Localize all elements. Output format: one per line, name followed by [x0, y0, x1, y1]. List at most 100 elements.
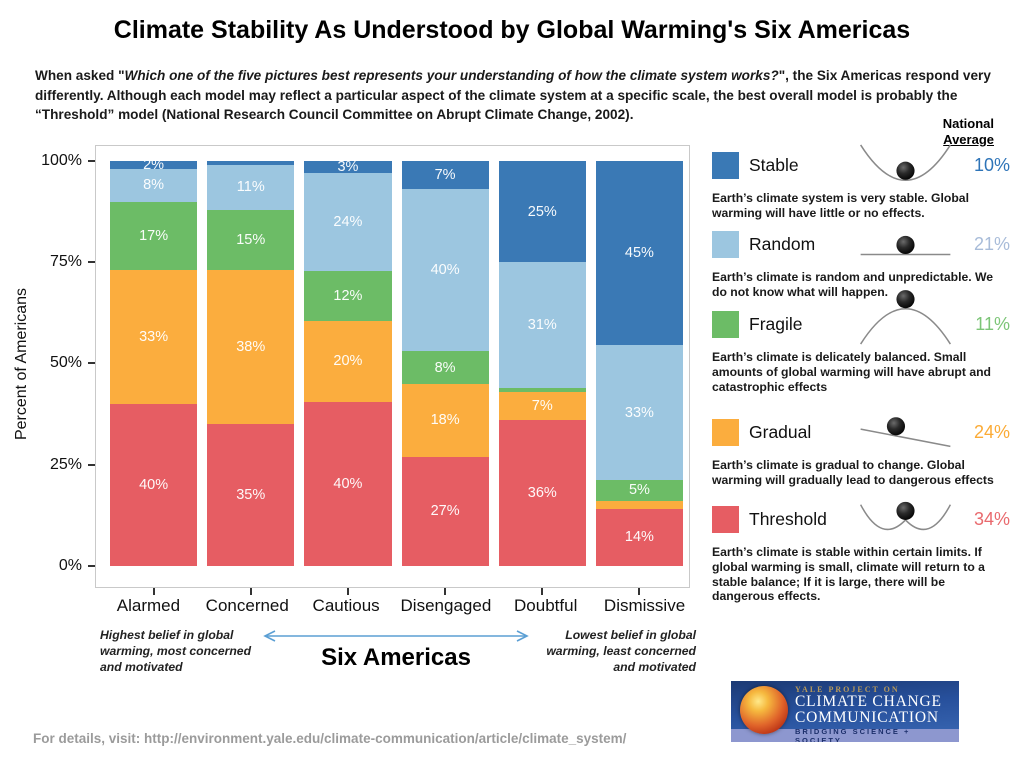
- bar-doubtful: 36% 7% 31% 25%: [498, 161, 586, 566]
- legend-items: Stable 10% Earth’s climate system is very …: [712, 141, 1010, 604]
- x-labels: Alarmed Concerned Cautious Disengaged Doubtf…: [104, 596, 689, 616]
- y-tick-label-0: 0%: [58, 557, 82, 574]
- segment-threshold-cautious: 40%: [304, 402, 392, 566]
- legend-item-fragile: Fragile 11% Earth’s climate is delicately …: [712, 290, 1010, 394]
- segment-value-label: 27%: [430, 503, 460, 520]
- segment-value-label: 15%: [236, 231, 266, 248]
- x-axis-title: Six Americas: [321, 644, 471, 671]
- annotation-right: Lowest belief in global warming, least c…: [546, 628, 696, 674]
- y-tick-label-25: 25%: [49, 456, 82, 473]
- legend-swatch-gradual: [712, 418, 739, 446]
- national-average-value-fragile: 11%: [975, 313, 1010, 334]
- segment-threshold-disengaged: 27%: [401, 456, 489, 566]
- segment-fragile-concerned: 15%: [207, 209, 295, 271]
- footer-url: For details, visit: http://environment.y…: [33, 731, 627, 746]
- segment-value-label: 40%: [333, 476, 363, 493]
- segment-gradual-alarmed: 33%: [110, 270, 198, 404]
- logo-tagline: BRIDGING SCIENCE + SOCIETY: [731, 727, 959, 742]
- segment-stable-dismissive: 45%: [595, 161, 684, 346]
- category-label-cautious: Cautious: [312, 596, 380, 615]
- x-tick-mark: [152, 588, 155, 595]
- segment-fragile-disengaged: 8%: [401, 351, 489, 384]
- logo-line1: YALE PROJECT ON: [795, 685, 900, 694]
- segment-value-label: 36%: [527, 485, 557, 502]
- y-tick-label-75: 75%: [49, 253, 82, 270]
- logo-text: YALE PROJECT ON CLIMATE CHANGE COMMUNICA…: [795, 685, 942, 725]
- legend-head-stable: Stable 10%: [712, 141, 1010, 189]
- flat-curve-icon: [853, 220, 958, 268]
- segment-value-label: 3%: [337, 159, 359, 176]
- segment-value-label: 12%: [333, 288, 363, 305]
- slope-curve-icon: [853, 408, 958, 456]
- segment-stable-doubtful: 25%: [498, 161, 586, 263]
- legend-label-fragile: Fragile: [749, 313, 803, 334]
- legend-description-random: Earth’s climate is random and unpredicta…: [712, 270, 994, 299]
- segment-value-label: 35%: [236, 487, 266, 504]
- hill-curve-icon: [853, 290, 958, 348]
- national-average-value-threshold: 34%: [973, 508, 1010, 529]
- legend-description-stable: Earth’s climate system is very stable. G…: [712, 191, 969, 220]
- legend-item-random: Random 21% Earth’s climate is random and u…: [712, 220, 1010, 299]
- segment-value-label: 38%: [236, 339, 266, 356]
- segment-fragile-alarmed: 17%: [110, 201, 198, 271]
- x-tick-mark: [638, 588, 641, 595]
- y-tick-label-100: 100%: [41, 152, 82, 169]
- y-tick-mark: [88, 362, 96, 364]
- bar-disengaged: 27% 18% 8% 40% 7%: [401, 161, 489, 566]
- legend-swatch-threshold: [712, 505, 739, 533]
- legend-description-threshold: Earth’s climate is stable within certain…: [712, 545, 985, 604]
- six-americas-arrow: [256, 628, 536, 644]
- annotation-left: Highest belief in global warming, most c…: [100, 628, 252, 674]
- x-tick-mark: [249, 588, 252, 595]
- segment-random-dismissive: 33%: [595, 345, 684, 481]
- segment-gradual-doubtful: 7%: [498, 391, 586, 421]
- segment-value-label: 5%: [628, 482, 650, 499]
- bar-concerned: 35% 38% 15% 11%: [207, 161, 295, 566]
- segment-value-label: 8%: [434, 359, 456, 376]
- segment-value-label: 7%: [434, 167, 456, 184]
- legend-label-random: Random: [749, 233, 816, 254]
- segment-gradual-disengaged: 18%: [401, 383, 489, 457]
- national-average-line1: National: [942, 116, 994, 131]
- legend-label-threshold: Threshold: [749, 508, 827, 529]
- national-average-value-random: 21%: [973, 233, 1010, 254]
- segment-gradual-dismissive: [595, 500, 684, 509]
- legend-description-fragile: Earth’s climate is delicately balanced. …: [712, 350, 991, 394]
- legend-item-gradual: Gradual 24% Earth’s climate is gradual to …: [712, 408, 1010, 487]
- y-tick-mark: [88, 565, 96, 567]
- national-average-line2: Average: [943, 131, 994, 147]
- segment-value-label: 40%: [139, 477, 169, 493]
- x-tick-marks: [110, 588, 683, 595]
- page-title: Climate Stability As Understood by Globa…: [113, 16, 911, 44]
- legend-head-random: Random 21%: [712, 220, 1010, 268]
- y-tick-mark: [88, 464, 96, 466]
- segment-threshold-concerned: 35%: [207, 424, 295, 566]
- segment-value-label: 24%: [333, 214, 363, 231]
- category-label-disengaged: Disengaged: [400, 596, 492, 615]
- valley-curve-icon: [853, 141, 958, 189]
- legend-head-fragile: Fragile 11%: [712, 290, 1010, 348]
- x-tick-cell: [596, 588, 683, 595]
- segment-stable-cautious: 3%: [304, 159, 392, 176]
- category-label-dismissive: Dismissive: [603, 596, 686, 615]
- segment-value-label: 7%: [531, 398, 553, 415]
- legend-label-stable: Stable: [749, 154, 799, 175]
- segment-value-label: 14%: [624, 529, 654, 546]
- category-label-concerned: Concerned: [205, 596, 289, 615]
- segment-value-label: 18%: [430, 412, 460, 429]
- segment-value-label: 8%: [143, 177, 165, 194]
- intro-prefix: When asked ": [35, 68, 125, 83]
- logo-line3: COMMUNICATION: [795, 708, 939, 726]
- national-average-header: National Average: [904, 116, 994, 147]
- segment-threshold-doubtful: 36%: [498, 420, 586, 566]
- legend-head-threshold: Threshold 34%: [712, 495, 1010, 543]
- segment-value-label: 17%: [139, 227, 169, 244]
- segment-random-concerned: 11%: [207, 165, 295, 210]
- bar-alarmed: 40% 33% 17% 8% 2%: [110, 157, 198, 566]
- segment-fragile-cautious: 12%: [304, 271, 392, 321]
- y-tick-mark: [88, 160, 96, 162]
- intro-text: When asked "Which one of the five pictur…: [35, 66, 993, 125]
- segment-stable-concerned: [207, 161, 295, 166]
- segment-random-disengaged: 40%: [401, 189, 489, 352]
